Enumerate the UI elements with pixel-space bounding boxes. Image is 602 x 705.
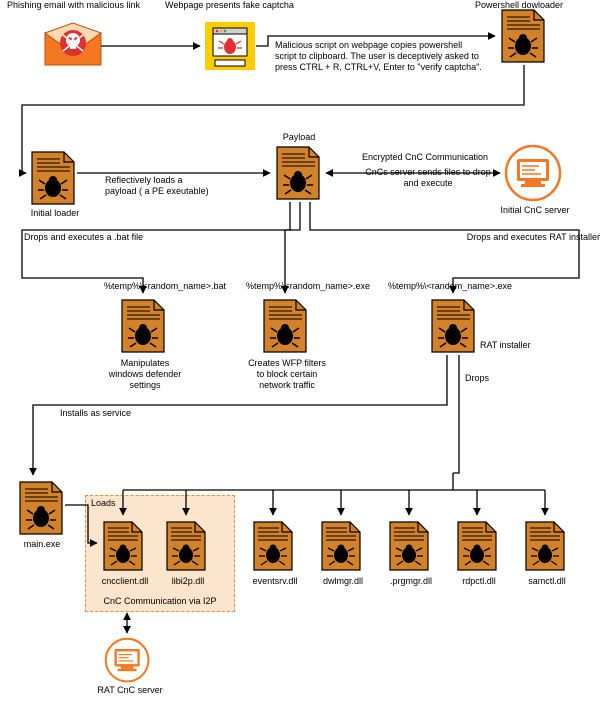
exe-path1-label: %temp%\<random_name>.exe — [228, 281, 388, 292]
cncclient-label: cncclient.dll — [95, 576, 155, 587]
rat-installer-label: RAT installer — [480, 340, 560, 351]
manipulates-label: Manipulates windows defender settings — [105, 358, 185, 390]
bat-file-node — [122, 300, 164, 352]
rdpctl-dll-node — [458, 522, 496, 570]
i2p-communication-box — [85, 495, 235, 612]
initial-cnc-server-node — [506, 146, 560, 200]
samctl-label: samctl.dll — [517, 576, 577, 587]
payload-label: Payload — [272, 132, 326, 143]
samctl-dll-node — [526, 522, 564, 570]
drops-label: Drops — [465, 373, 515, 384]
prgmgr-dll-node — [390, 522, 428, 570]
wfp-exe-node — [264, 300, 306, 352]
exe-path2-label: %temp%\<random_name>.exe — [370, 281, 530, 292]
libi2p-label: libi2p.dll — [158, 576, 218, 587]
payload-node — [277, 147, 319, 199]
rat-cnc-server-node — [106, 639, 149, 682]
dwlmgr-label: dwlmgr.dll — [313, 576, 373, 587]
rat-installer-node — [432, 300, 474, 352]
malicious-script-label: Malicious script on webpage copies power… — [275, 40, 485, 72]
installs-service-label: Installs as service — [60, 408, 160, 419]
bat-path-label: %temp%\<random_name>.bat — [85, 281, 245, 292]
initial-cnc-label: Initial CnC server — [490, 205, 580, 216]
eventsrv-dll-node — [254, 522, 292, 570]
ps-downloader-label: Powershell dowloader — [475, 0, 595, 11]
edge-payload-to-wfp — [285, 202, 300, 293]
eventsrv-label: eventsrv.dll — [245, 576, 305, 587]
main-exe-node — [20, 482, 62, 534]
creates-wfp-label: Creates WFP filters to block certain net… — [247, 358, 327, 390]
phishing-email-node — [45, 23, 101, 65]
prgmgr-label: .prgmgr.dll — [381, 576, 441, 587]
encrypted-cnc-label: Encrypted CnC Communication — [355, 152, 495, 163]
cnc-i2p-label: CnC Communication via I2P — [90, 596, 230, 607]
rat-cnc-label: RAT CnC server — [90, 685, 170, 696]
drops-bat-label: Drops and executes a .bat file — [24, 232, 184, 243]
powershell-downloader-node — [502, 10, 544, 62]
initial-loader-node — [32, 152, 74, 204]
fake-captcha-node — [205, 22, 255, 70]
phishing-email-label: Phishing email with malicious link — [7, 0, 162, 11]
reflectively-label: Reflectively loads a payload ( a PE exeu… — [105, 175, 215, 197]
dwlmgr-dll-node — [322, 522, 360, 570]
cnc-sends-label: CnCs server sends files to drop and exec… — [358, 167, 498, 189]
initial-loader-label: Initial loader — [25, 208, 85, 219]
main-exe-label: main.exe — [12, 539, 72, 550]
rdpctl-label: rdpctl.dll — [449, 576, 509, 587]
edge-rat-to-bus-stem — [453, 355, 459, 473]
fake-captcha-label: Webpage presents fake captcha — [165, 0, 325, 11]
drops-rat-label: Drops and executes RAT installer — [440, 232, 600, 243]
loads-label: Loads — [91, 498, 131, 509]
